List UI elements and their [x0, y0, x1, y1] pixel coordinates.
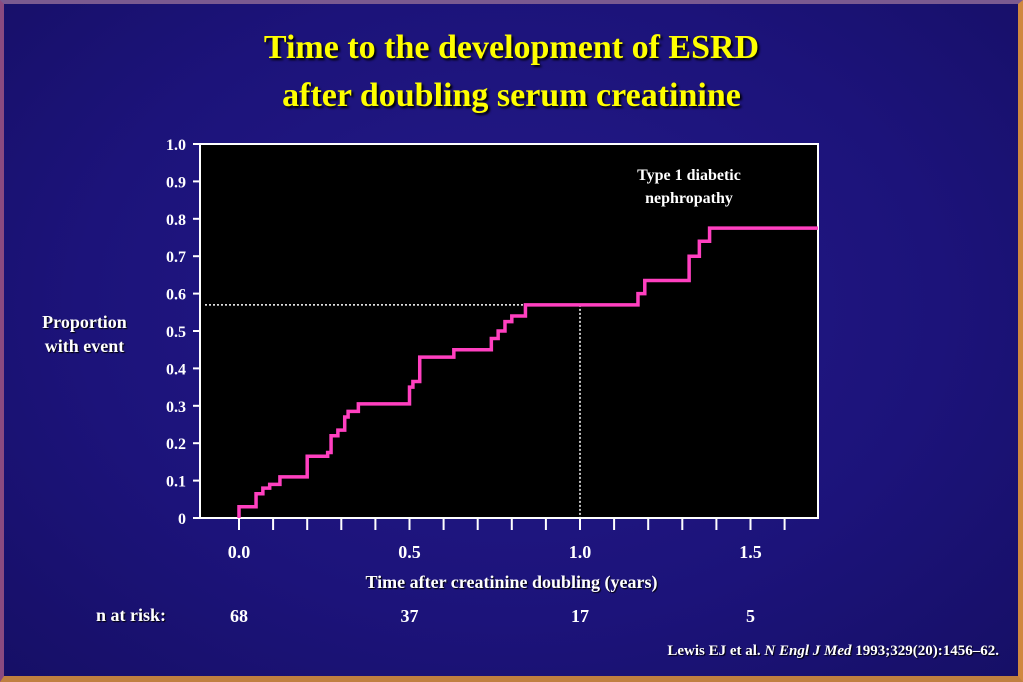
n-at-risk-value: 68 — [230, 606, 248, 626]
x-tick-label: 1.0 — [569, 542, 592, 562]
citation: Lewis EJ et al. N Engl J Med 1993;329(20… — [667, 643, 999, 660]
annotation-line1: Type 1 diabetic — [637, 167, 741, 184]
x-tick-label: 0.0 — [228, 542, 251, 562]
n-at-risk-value: 17 — [571, 606, 589, 626]
x-tick-label: 0.5 — [398, 542, 421, 562]
y-tick-label: 1.0 — [166, 137, 186, 154]
citation-authors: Lewis EJ et al. — [667, 643, 765, 659]
survival-curve — [237, 226, 818, 518]
y-tick-label: 0.7 — [166, 249, 186, 266]
y-tick-label: 0.3 — [166, 399, 186, 416]
y-axis-label: Proportion with event — [22, 310, 147, 358]
annotation-line2: nephropathy — [645, 190, 733, 207]
y-tick-label: 0.5 — [166, 324, 186, 341]
citation-journal: N Engl J Med — [764, 643, 852, 659]
chart-title-line1: Time to the development of ESRD — [263, 29, 760, 66]
x-axis-label: Time after creatinine doubling (years) — [365, 572, 658, 592]
x-tick-label: 1.5 — [739, 542, 762, 562]
citation-ref: 1993;329(20):1456–62. — [851, 643, 999, 659]
n-at-risk-value: 37 — [401, 606, 419, 626]
n-at-risk-value: 5 — [746, 606, 755, 626]
y-tick-label: 0.4 — [166, 361, 186, 378]
y-axis-label-line2: with event — [44, 336, 125, 356]
plot-area — [199, 143, 819, 519]
y-axis-label-line1: Proportion — [42, 312, 127, 332]
y-tick-label: 0.6 — [166, 287, 186, 304]
y-tick-label: 0.2 — [166, 436, 186, 453]
y-tick-label: 0 — [178, 511, 186, 528]
chart-title-line2: after doubling serum creatinine — [282, 77, 741, 114]
y-tick-label: 0.9 — [166, 174, 186, 191]
y-tick-label: 0.1 — [166, 474, 186, 491]
n-at-risk-label: n at risk: — [96, 605, 167, 625]
y-tick-label: 0.8 — [166, 212, 186, 229]
